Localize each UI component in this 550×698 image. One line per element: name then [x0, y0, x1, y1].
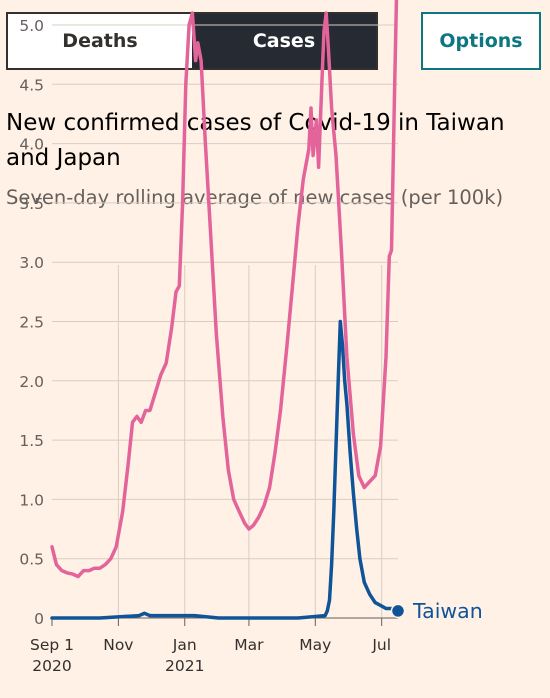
y-tick-label: 0 — [34, 610, 44, 628]
y-tick-label: 4.5 — [19, 76, 44, 94]
x-tick-label: Jul — [371, 636, 391, 654]
y-axis-ticks: 00.51.01.52.02.53.03.54.04.55.05.5 — [19, 17, 44, 628]
x-tick-label: Jan — [172, 636, 197, 654]
series-endpoint-taiwan — [390, 603, 406, 619]
x-tick-sublabel: 2021 — [165, 657, 204, 675]
series-labels: JapanTaiwan — [390, 599, 483, 623]
x-tick-label: Mar — [234, 636, 264, 654]
deaths-tab[interactable]: Deaths — [8, 14, 192, 68]
options-button[interactable]: Options — [421, 12, 541, 70]
y-tick-label: 2.5 — [19, 314, 44, 332]
y-tick-label: 3.0 — [19, 254, 44, 272]
x-tick-label: May — [299, 636, 331, 654]
y-tick-label: 4.0 — [19, 136, 44, 154]
series-line-japan — [50, 0, 399, 579]
x-tick-sublabel: 2020 — [32, 657, 71, 675]
cases-tab[interactable]: Cases — [192, 14, 376, 68]
series-line-taiwan — [50, 319, 400, 620]
series-label-taiwan: Taiwan — [412, 599, 483, 623]
y-tick-label: 5.0 — [19, 17, 44, 35]
metric-toggle: Deaths Cases — [6, 12, 378, 70]
y-tick-label: 2.0 — [19, 373, 44, 391]
y-tick-label: 3.5 — [19, 195, 44, 213]
chart-series — [50, 0, 400, 620]
chart-title: New confirmed cases of Covid-19 in Taiwa… — [6, 110, 505, 171]
y-tick-label: 0.5 — [19, 551, 44, 569]
x-tick-label: Sep 1 — [30, 636, 74, 654]
x-axis-ticks: Sep 1 2020 Nov Jan 2021 Mar May Jul — [30, 618, 391, 675]
y-tick-label: 1.5 — [19, 432, 44, 450]
x-tick-label: Nov — [103, 636, 133, 654]
y-tick-label: 1.0 — [19, 491, 44, 509]
